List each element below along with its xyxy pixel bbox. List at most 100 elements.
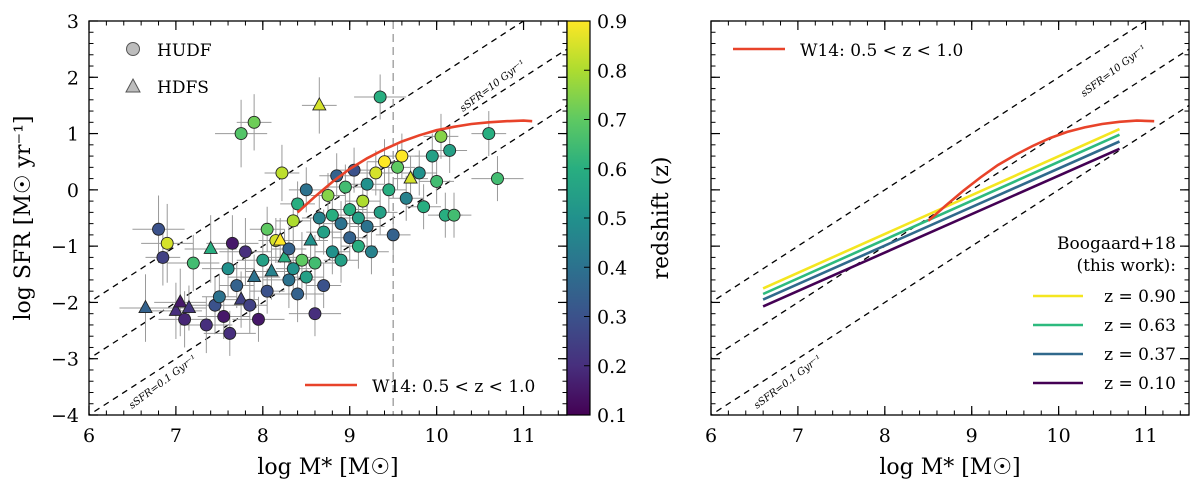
hudf-point <box>299 270 313 284</box>
hudf-point <box>343 203 357 217</box>
hudf-point <box>395 149 409 163</box>
hdfs-point <box>181 299 197 314</box>
colorbar-tick-label: 0.8 <box>597 60 627 82</box>
hudf-point <box>369 166 383 180</box>
ssfr-reference-line <box>711 104 1189 415</box>
hudf-point <box>373 90 387 104</box>
ssfr-reference-line <box>711 21 1147 304</box>
hudf-point <box>443 144 457 157</box>
legend-series-label: z = 0.63 <box>1104 316 1176 336</box>
hudf-point <box>338 180 352 194</box>
hudf-point <box>221 262 235 276</box>
y-tick-label: 3 <box>67 11 79 33</box>
hudf-point <box>199 318 213 332</box>
y-tick-label: −1 <box>51 236 79 258</box>
hdfs-point <box>272 232 288 246</box>
colorbar: 0.1 0.2 0.3 0.4 0.5 0.6 0.7 0.8 0.9 redshift (z) <box>566 11 674 427</box>
boogaard-legend-title-2: (this work): <box>1076 256 1176 276</box>
hudf-point <box>247 115 261 129</box>
hudf-point <box>312 211 326 225</box>
hudf-point <box>223 326 237 340</box>
legend-hdfs-marker <box>125 77 141 93</box>
hudf-point <box>308 256 322 270</box>
boogaard-series-line <box>762 147 1121 308</box>
colorbar-tick-label: 0.7 <box>597 110 627 132</box>
right-legend-w14-label: W14: 0.5 < z < 1.0 <box>800 41 963 61</box>
hudf-point <box>325 245 339 259</box>
boogaard-series-line <box>762 140 1121 301</box>
legend-series-label: z = 0.90 <box>1104 287 1176 307</box>
hudf-point <box>386 228 400 242</box>
x-tick-label: 7 <box>792 425 804 447</box>
colorbar-tick-label: 0.9 <box>597 11 627 33</box>
right-ssfr-high-label: sSFR=10 Gyr⁻¹ <box>1079 43 1148 99</box>
boogaard-legend: z = 0.90 z = 0.63 z = 0.37 z = 0.10 <box>1033 287 1176 394</box>
hudf-point <box>482 127 496 141</box>
x-tick-label: 8 <box>879 425 891 447</box>
colorbar-tick-label: 0.2 <box>597 356 627 378</box>
hudf-point <box>234 127 248 141</box>
hdfs-point <box>233 291 249 305</box>
hudf-point <box>417 200 431 214</box>
legend-hudf-marker <box>126 42 140 56</box>
right-panel: 6 7 8 9 10 11 sSFR=10 Gyr⁻¹ sSFR=0.1 Gyr⁻¹ W1… <box>705 20 1190 480</box>
left-scatter-points <box>119 74 524 356</box>
right-axes-frame <box>710 20 1190 416</box>
legend-series-label: z = 0.37 <box>1104 345 1176 365</box>
hudf-point <box>178 312 192 326</box>
right-ticks: 6 7 8 9 10 11 <box>705 20 1189 447</box>
hudf-point <box>286 262 300 276</box>
colorbar-tick-label: 0.1 <box>597 405 627 427</box>
left-w14-curve <box>296 119 533 214</box>
legend-series-label: z = 0.10 <box>1104 374 1176 394</box>
hudf-point <box>186 256 200 270</box>
hudf-point <box>365 245 378 259</box>
hudf-point <box>160 236 174 250</box>
hudf-point <box>378 155 391 169</box>
hdfs-point <box>246 268 262 283</box>
hudf-point <box>399 191 413 205</box>
hdfs-point <box>138 299 153 314</box>
hudf-point <box>256 253 270 267</box>
x-tick-label: 11 <box>511 425 535 447</box>
colorbar-label: redshift (z) <box>649 157 674 280</box>
hudf-point <box>212 290 226 304</box>
right-series-lines <box>762 127 1121 308</box>
hudf-point <box>217 310 231 323</box>
hudf-point <box>343 231 357 245</box>
y-tick-label: −4 <box>51 405 79 427</box>
boogaard-series-line <box>762 133 1121 296</box>
hudf-point <box>391 160 404 174</box>
hdfs-point <box>303 232 318 246</box>
hudf-point <box>317 279 331 292</box>
hdfs-point <box>264 263 279 277</box>
y-tick-label: −3 <box>51 349 79 371</box>
hudf-point <box>382 183 396 197</box>
hudf-point <box>260 284 274 298</box>
hudf-point <box>308 307 322 321</box>
y-tick-label: 1 <box>67 124 79 146</box>
x-tick-label: 10 <box>1047 425 1071 447</box>
x-tick-label: 9 <box>966 425 978 447</box>
colorbar-tick-label: 0.6 <box>597 159 627 181</box>
hudf-point <box>334 217 348 231</box>
colorbar-tick-label: 0.3 <box>597 307 627 329</box>
hudf-point <box>225 236 239 250</box>
right-x-axis-label: log M* [M☉] <box>879 455 1020 480</box>
x-tick-label: 6 <box>83 425 95 447</box>
left-ticks: 6 7 8 9 10 11 −4 −3 −2 −1 0 1 2 3 <box>51 11 567 447</box>
legend-hudf-label: HUDF <box>157 41 212 61</box>
hdfs-point <box>403 170 418 184</box>
hudf-point <box>230 279 244 292</box>
hudf-point <box>360 177 374 191</box>
hudf-point <box>425 149 439 163</box>
hudf-point <box>430 174 444 188</box>
x-tick-label: 8 <box>257 425 269 447</box>
x-tick-label: 7 <box>170 425 182 447</box>
hudf-point <box>356 194 370 208</box>
hudf-point <box>325 208 339 222</box>
right-w14-curve <box>927 119 1155 222</box>
colorbar-ticks: 0.1 0.2 0.3 0.4 0.5 0.6 0.7 0.8 0.9 <box>584 11 627 427</box>
legend-w14-label: W14: 0.5 < z < 1.0 <box>372 377 535 397</box>
hudf-point <box>282 273 296 287</box>
